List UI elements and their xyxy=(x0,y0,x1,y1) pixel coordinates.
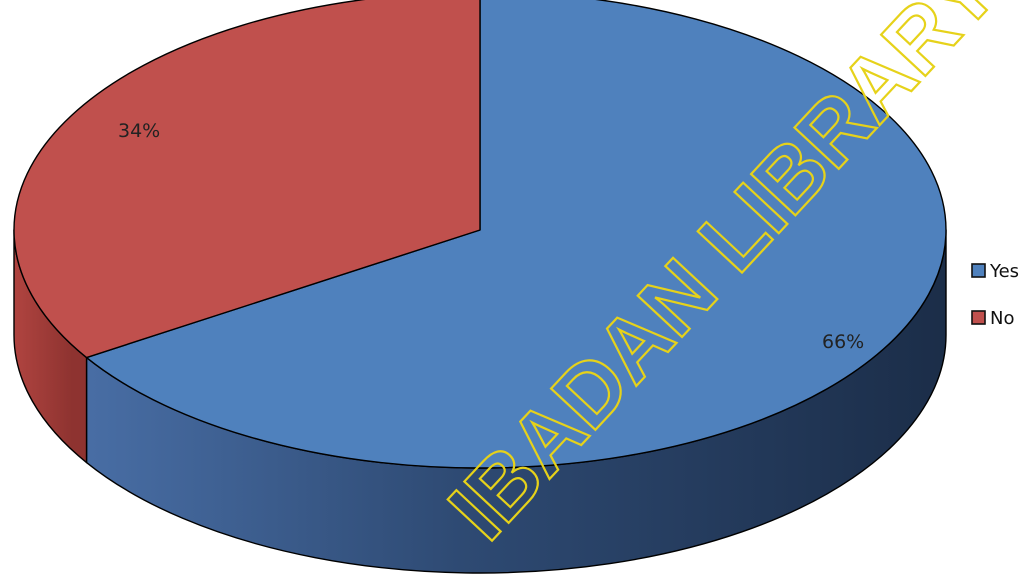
legend-swatch-yes xyxy=(971,263,986,278)
pie-slice-no xyxy=(13,0,481,359)
data-label-yes: 66% xyxy=(822,331,864,353)
legend-label-no: No xyxy=(990,308,1014,329)
data-label-no: 34% xyxy=(118,120,160,142)
data-labels: 34% 66% xyxy=(118,120,864,353)
pie-slice-yes xyxy=(85,0,947,469)
legend-label-yes: Yes xyxy=(989,261,1019,282)
pie-top-faces xyxy=(13,0,947,469)
legend-swatch-no xyxy=(971,310,986,325)
legend: Yes No xyxy=(971,261,1019,329)
